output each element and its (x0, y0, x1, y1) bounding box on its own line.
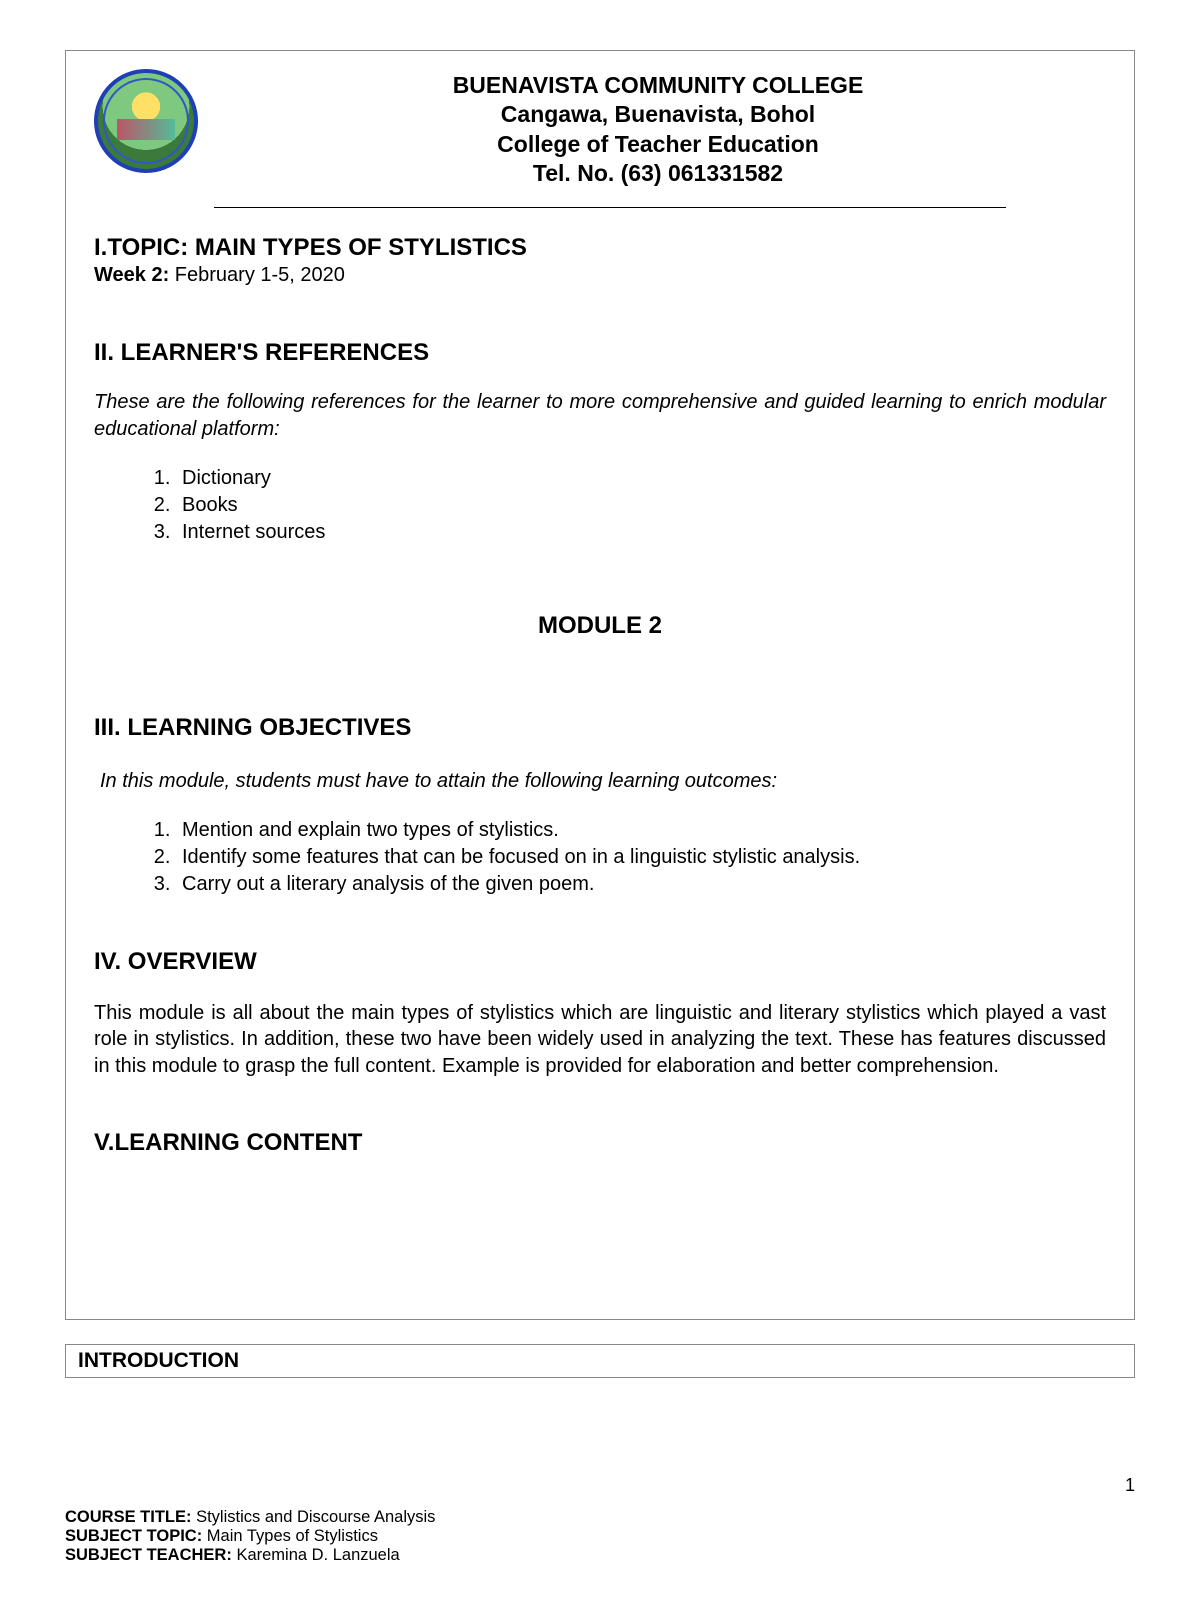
module-title: MODULE 2 (94, 612, 1106, 640)
week-label: Week 2: (94, 264, 169, 286)
objectives-intro: In this module, students must have to at… (94, 768, 1106, 795)
objectives-list: Mention and explain two types of stylist… (176, 817, 1106, 898)
objectives-heading: III. LEARNING OBJECTIVES (94, 714, 1106, 742)
header-text-block: BUENAVISTA COMMUNITY COLLEGE Cangawa, Bu… (210, 69, 1106, 189)
list-item: Dictionary (176, 465, 1106, 492)
references-heading: II. LEARNER'S REFERENCES (94, 339, 1106, 367)
introduction-box: INTRODUCTION (65, 1344, 1135, 1378)
subject-teacher-line: SUBJECT TEACHER: Karemina D. Lanzuela (65, 1546, 1135, 1565)
course-title-value: Stylistics and Discourse Analysis (192, 1508, 436, 1526)
subject-topic-label: SUBJECT TOPIC: (65, 1527, 202, 1545)
college-name: BUENAVISTA COMMUNITY COLLEGE (210, 71, 1106, 100)
course-title-label: COURSE TITLE: (65, 1508, 192, 1526)
section-objectives: III. LEARNING OBJECTIVES In this module,… (94, 714, 1106, 898)
overview-body: This module is all about the main types … (94, 1000, 1106, 1079)
section-overview: IV. OVERVIEW This module is all about th… (94, 948, 1106, 1079)
learning-content-heading: V.LEARNING CONTENT (94, 1129, 1106, 1157)
introduction-label: INTRODUCTION (78, 1349, 239, 1372)
list-item: Books (176, 492, 1106, 519)
section-learning-content: V.LEARNING CONTENT (94, 1129, 1106, 1157)
list-item: Carry out a literary analysis of the giv… (176, 871, 1106, 898)
list-item: Identify some features that can be focus… (176, 844, 1106, 871)
page-number: 1 (65, 1475, 1135, 1496)
section-topic: I.TOPIC: MAIN TYPES OF STYLISTICS Week 2… (94, 234, 1106, 287)
list-item: Internet sources (176, 519, 1106, 546)
overview-heading: IV. OVERVIEW (94, 948, 1106, 976)
subject-topic-value: Main Types of Stylistics (202, 1527, 378, 1545)
header-divider (214, 207, 1006, 208)
references-intro: These are the following references for t… (94, 389, 1106, 443)
college-department: College of Teacher Education (210, 130, 1106, 159)
course-title-line: COURSE TITLE: Stylistics and Discourse A… (65, 1508, 1135, 1527)
subject-topic-line: SUBJECT TOPIC: Main Types of Stylistics (65, 1527, 1135, 1546)
page-main-frame: BUENAVISTA COMMUNITY COLLEGE Cangawa, Bu… (65, 50, 1135, 1320)
section-references: II. LEARNER'S REFERENCES These are the f… (94, 339, 1106, 546)
references-list: Dictionary Books Internet sources (176, 465, 1106, 546)
topic-heading: I.TOPIC: MAIN TYPES OF STYLISTICS (94, 234, 1106, 262)
college-logo-icon (94, 69, 198, 173)
college-telephone: Tel. No. (63) 061331582 (210, 159, 1106, 188)
subject-teacher-value: Karemina D. Lanzuela (232, 1546, 400, 1564)
week-line: Week 2: February 1-5, 2020 (94, 264, 1106, 287)
week-value: February 1-5, 2020 (169, 264, 345, 286)
footer: 1 COURSE TITLE: Stylistics and Discourse… (65, 1475, 1135, 1565)
header: BUENAVISTA COMMUNITY COLLEGE Cangawa, Bu… (94, 69, 1106, 189)
list-item: Mention and explain two types of stylist… (176, 817, 1106, 844)
subject-teacher-label: SUBJECT TEACHER: (65, 1546, 232, 1564)
college-address: Cangawa, Buenavista, Bohol (210, 100, 1106, 129)
